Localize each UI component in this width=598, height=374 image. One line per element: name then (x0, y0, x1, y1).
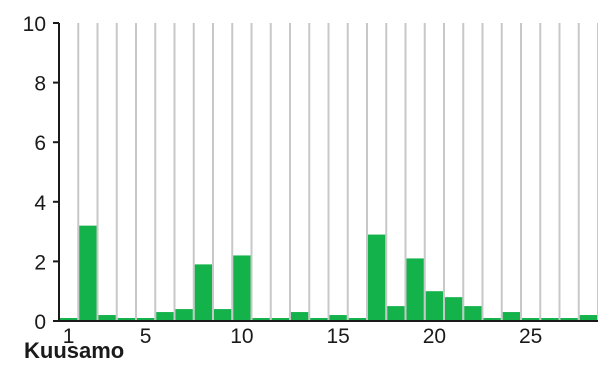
y-tick-label: 4 (34, 192, 46, 215)
bar-day-23 (483, 318, 501, 321)
grid-lines (77, 23, 598, 321)
bar-day-14 (310, 318, 328, 321)
bar-day-12 (271, 318, 289, 321)
bar-day-16 (348, 318, 366, 321)
bar-day-22 (464, 306, 482, 321)
bar-day-4 (117, 318, 135, 321)
bar-day-20 (425, 291, 443, 321)
bar-day-5 (137, 318, 155, 321)
bar-day-15 (329, 315, 347, 321)
x-tick-label: 20 (423, 325, 446, 348)
chart-title: Kuusamo (24, 338, 125, 363)
bar-day-11 (252, 318, 270, 321)
bar-day-18 (387, 306, 405, 321)
y-tick-label: 0 (34, 311, 46, 334)
bar-day-3 (98, 315, 116, 321)
bars (60, 225, 597, 321)
bar-day-8 (194, 264, 212, 321)
bar-day-6 (156, 312, 174, 321)
bar-day-10 (233, 255, 251, 321)
x-tick-label: 1 (63, 325, 75, 348)
bar-day-13 (291, 312, 309, 321)
y-tick-label: 8 (34, 73, 46, 96)
bar-day-24 (502, 312, 520, 321)
x-tick-label: 10 (230, 325, 253, 348)
y-tick-label: 2 (34, 251, 46, 274)
bar-day-9 (214, 309, 232, 321)
bar-day-21 (445, 297, 463, 321)
y-tick-labels: 0 2 4 6 8 10 (23, 13, 59, 334)
bar-day-2 (79, 225, 97, 321)
bar-day-26 (541, 318, 559, 321)
bar-day-1 (60, 318, 78, 321)
x-tick-labels: 1 5 10 15 20 25 (63, 325, 543, 348)
bar-day-7 (175, 309, 193, 321)
y-tick-label: 6 (34, 132, 46, 155)
x-tick-label: 25 (519, 325, 542, 348)
x-tick-label: 15 (326, 325, 349, 348)
axes (58, 23, 598, 322)
bar-day-17 (368, 234, 386, 321)
bar-day-27 (560, 318, 578, 321)
bar-day-25 (522, 318, 540, 321)
x-tick-label: 5 (140, 325, 152, 348)
y-tick-label: 10 (23, 13, 46, 36)
bar-day-28 (579, 315, 597, 321)
bar-day-19 (406, 258, 424, 321)
